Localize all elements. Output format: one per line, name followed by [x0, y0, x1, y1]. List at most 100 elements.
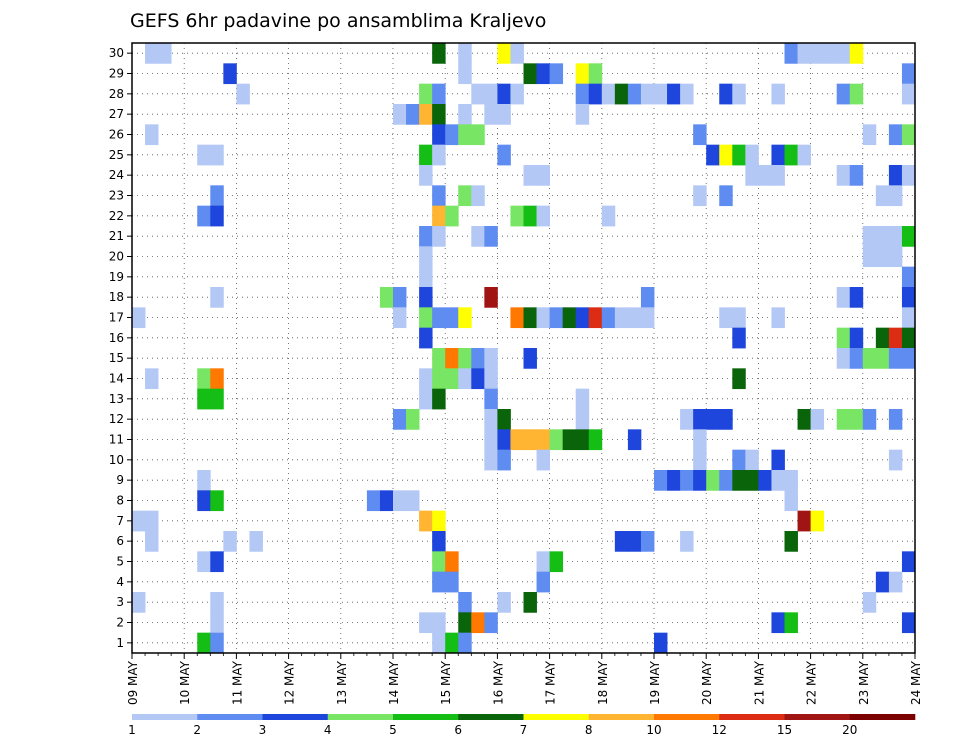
heatmap-cell [888, 571, 903, 593]
heatmap-cell [706, 409, 720, 430]
y-tick-label: 21 [109, 229, 124, 243]
heatmap-cell [875, 246, 890, 268]
x-tick-label: 20 MAY [700, 660, 714, 705]
heatmap-cell [680, 409, 694, 430]
heatmap-cell [419, 612, 433, 634]
colorbar-label: 7 [520, 723, 528, 737]
y-tick-label: 25 [109, 148, 124, 162]
heatmap-cell [419, 165, 433, 186]
y-tick-label: 27 [109, 107, 124, 121]
x-tick-label: 11 MAY [230, 660, 244, 705]
heatmap-cell [406, 490, 420, 512]
heatmap-cell [849, 287, 864, 308]
y-tick-label: 18 [109, 290, 124, 304]
heatmap-cell [432, 368, 446, 390]
heatmap-cell [210, 368, 224, 390]
heatmap-cell [875, 185, 890, 207]
heatmap-cell [719, 185, 733, 207]
x-tick-label: 12 MAY [283, 660, 297, 705]
heatmap-cell [901, 83, 916, 105]
heatmap-cell [366, 490, 381, 512]
heatmap-cell [627, 307, 642, 329]
heatmap-cell [497, 449, 511, 471]
y-tick-label: 8 [116, 494, 124, 508]
heatmap-cell [745, 165, 759, 186]
heatmap-cell [901, 165, 916, 186]
heatmap-cells [132, 43, 916, 654]
heatmap-cell [640, 287, 655, 308]
heatmap-cell [419, 83, 433, 105]
heatmap-cell [419, 327, 433, 349]
heatmap-cell [249, 531, 263, 552]
heatmap-cell [575, 409, 590, 430]
heatmap-cell [223, 531, 237, 552]
heatmap-cell [758, 470, 772, 491]
heatmap-cell [732, 144, 746, 166]
heatmap-cell [379, 490, 394, 512]
heatmap-cell [393, 307, 407, 329]
heatmap-cell [901, 307, 916, 329]
heatmap-cell [667, 83, 681, 105]
y-axis: 1234567891011121314151617181920212223242… [109, 46, 132, 650]
heatmap-cell [901, 226, 916, 247]
heatmap-cell [732, 307, 746, 329]
heatmap-cell [445, 124, 459, 146]
heatmap-cell [145, 510, 159, 532]
y-tick-label: 13 [109, 392, 124, 406]
heatmap-cell [497, 592, 511, 613]
heatmap-cell [432, 43, 446, 64]
colorbar-segment [132, 714, 198, 720]
heatmap-cell [497, 83, 511, 105]
heatmap-cell [745, 144, 759, 166]
heatmap-cell [432, 307, 446, 329]
heatmap-cell [484, 429, 498, 451]
heatmap-cell [197, 205, 211, 227]
heatmap-cell [836, 409, 851, 430]
heatmap-cell [901, 327, 916, 349]
heatmap-cell [145, 124, 159, 146]
heatmap-cell [627, 429, 642, 451]
heatmap-cell [732, 83, 746, 105]
heatmap-cell [549, 551, 564, 573]
heatmap-cell [497, 144, 511, 166]
heatmap-cell [432, 124, 446, 146]
y-tick-label: 12 [109, 412, 124, 426]
heatmap-cell [588, 307, 603, 329]
heatmap-cell [432, 104, 446, 125]
heatmap-cell [784, 531, 798, 552]
heatmap-cell [654, 632, 668, 654]
heatmap-cell [484, 409, 498, 430]
heatmap-cell [575, 307, 590, 329]
heatmap-cell [523, 348, 537, 369]
heatmap-cell [549, 307, 564, 329]
heatmap-cell [510, 429, 524, 451]
heatmap-cell [523, 205, 537, 227]
heatmap-cell [523, 165, 537, 186]
x-tick-label: 23 MAY [857, 660, 871, 705]
heatmap-cell [445, 632, 459, 654]
heatmap-cell [458, 124, 472, 146]
y-tick-label: 9 [116, 473, 124, 487]
heatmap-cell [706, 470, 720, 491]
heatmap-cell [197, 144, 211, 166]
x-tick-label: 24 MAY [909, 660, 923, 705]
heatmap-cell [236, 83, 250, 105]
heatmap-cell [536, 551, 550, 573]
heatmap-cell [901, 63, 916, 85]
heatmap-cell [601, 83, 616, 105]
heatmap-cell [614, 531, 629, 552]
x-tick-label: 10 MAY [178, 660, 192, 705]
heatmap-cell [901, 266, 916, 288]
heatmap-cell [419, 388, 433, 410]
colorbar-label: 10 [646, 723, 661, 737]
heatmap-cell [523, 307, 537, 329]
heatmap-cell [484, 83, 498, 105]
heatmap-cell [680, 470, 694, 491]
heatmap-cell [888, 449, 903, 471]
heatmap-cell [132, 510, 146, 532]
colorbar-segment [784, 714, 851, 720]
heatmap-cell [458, 612, 472, 634]
heatmap-cell [523, 63, 537, 85]
heatmap-cell [458, 185, 472, 207]
colorbar-segment [262, 714, 329, 720]
